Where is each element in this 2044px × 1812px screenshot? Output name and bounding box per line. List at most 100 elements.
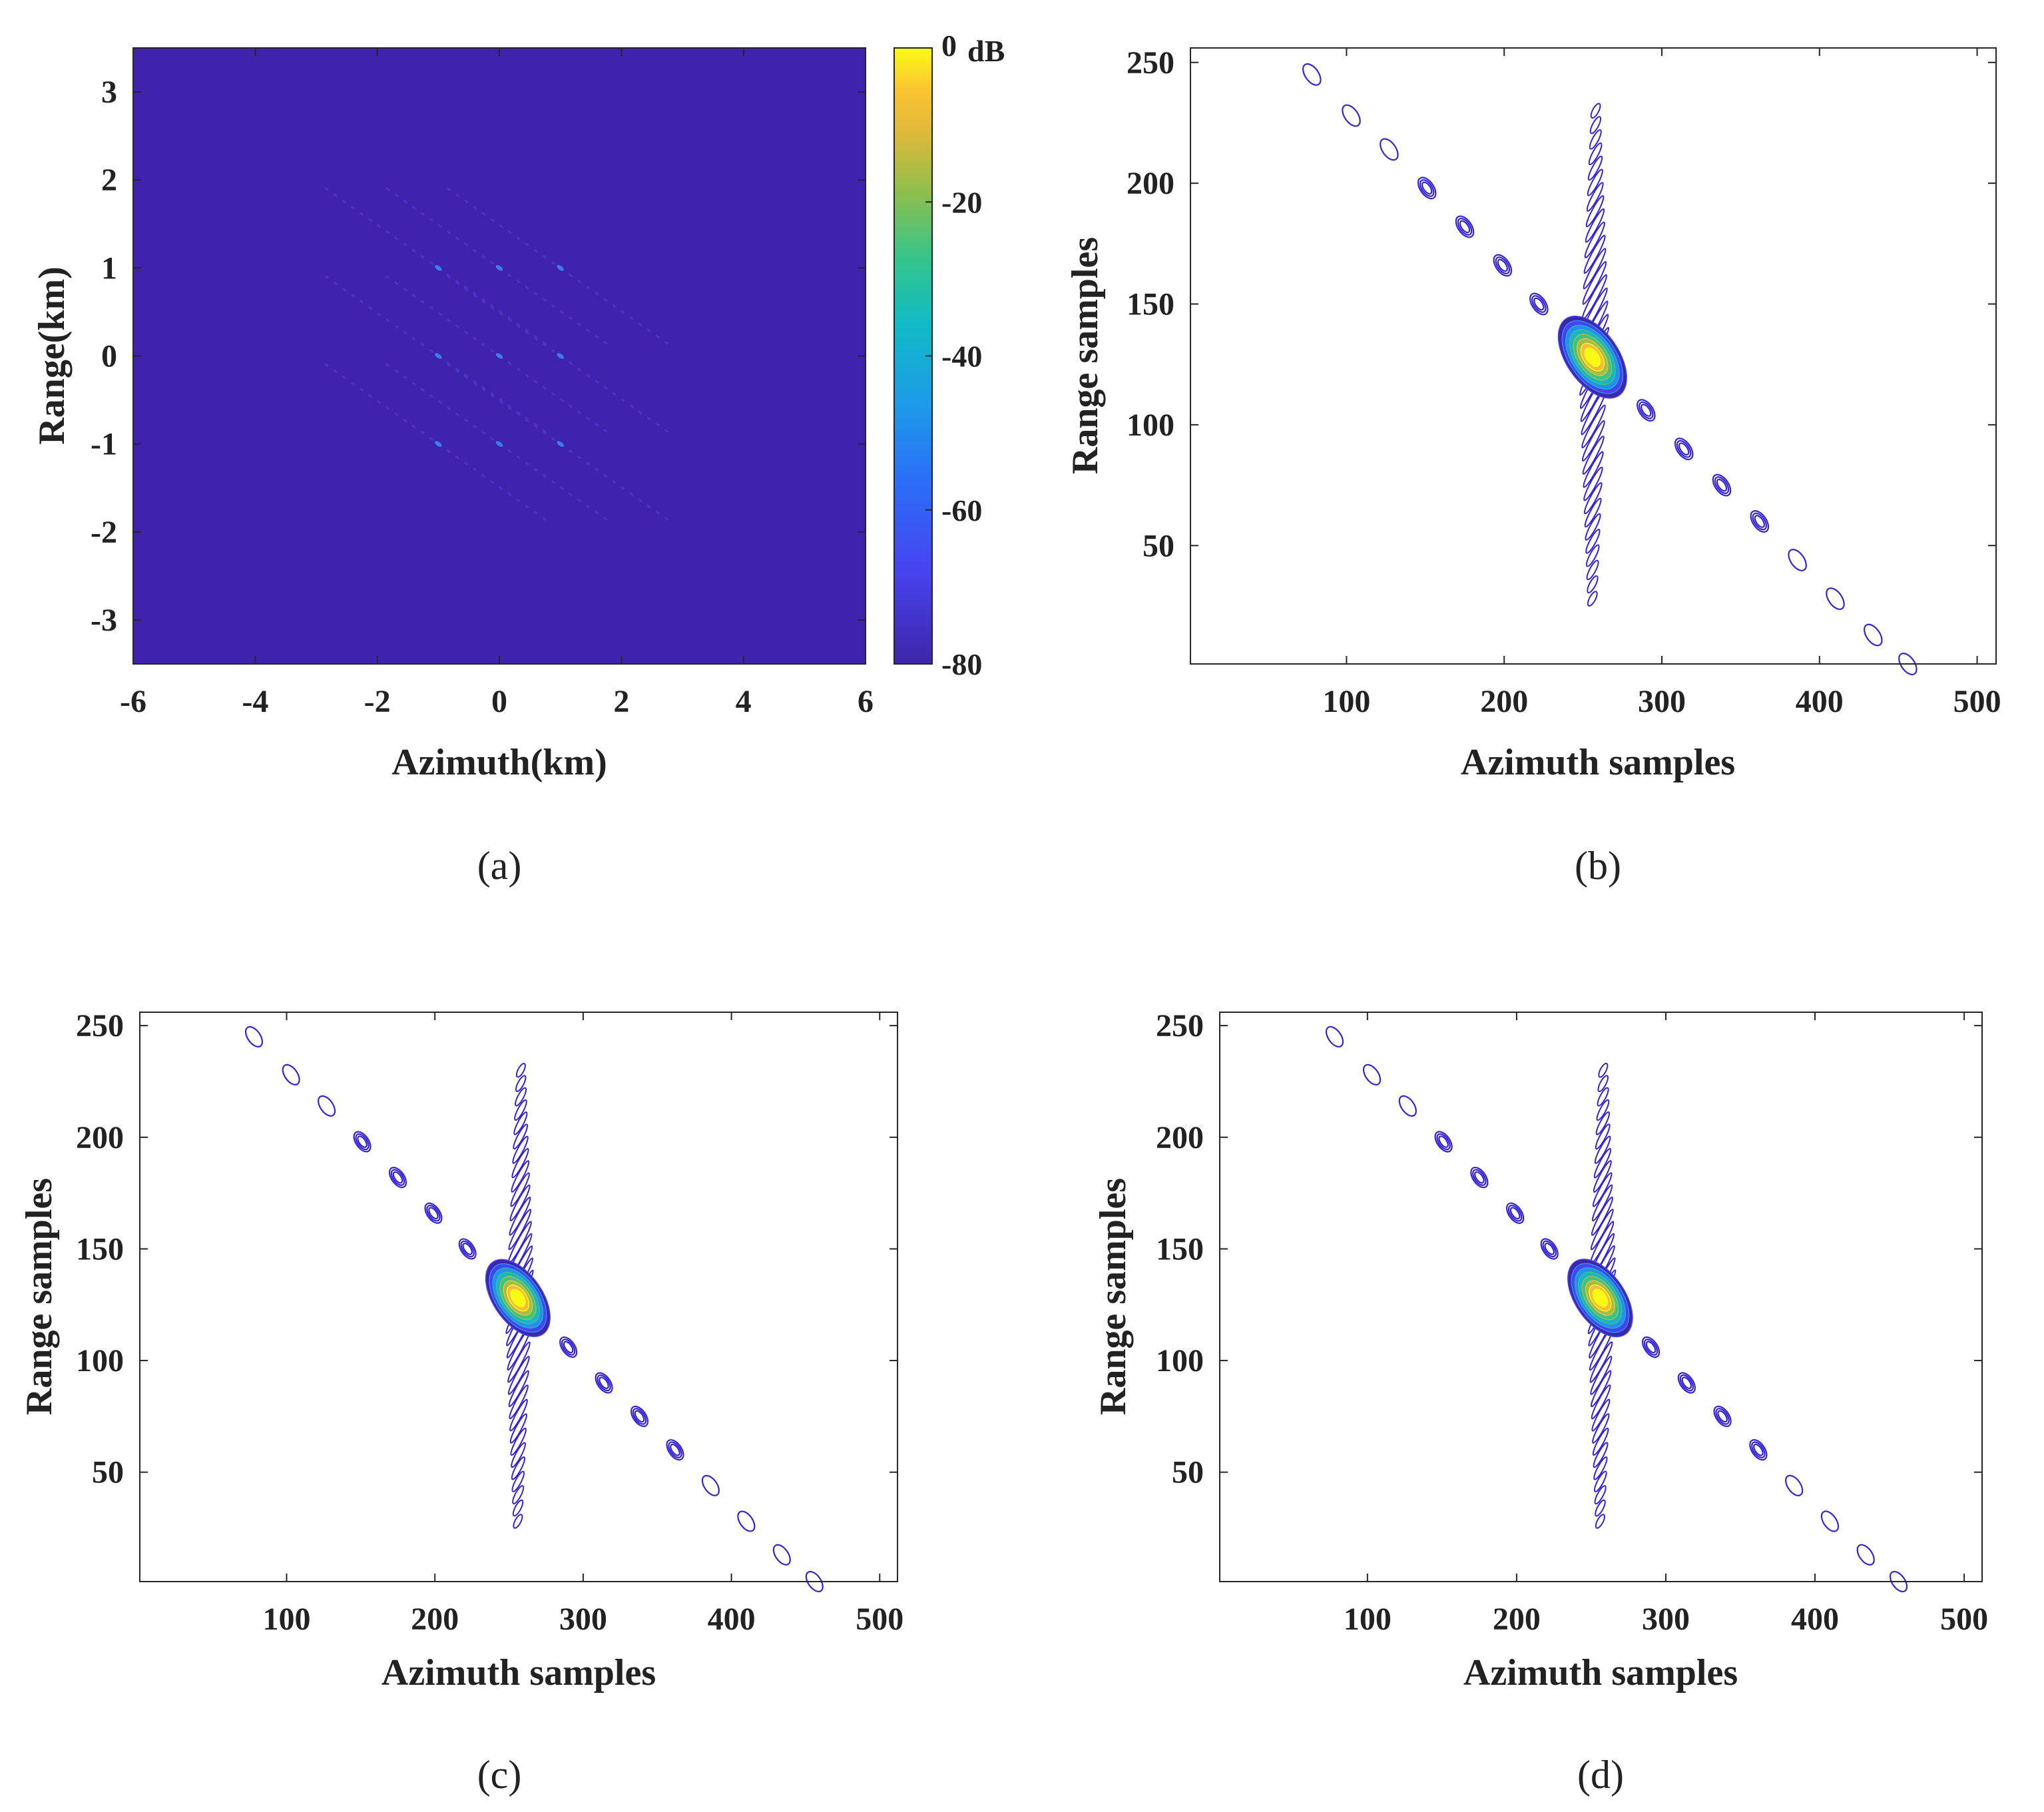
c-y-tick-label: 150 bbox=[76, 1231, 124, 1267]
colorbar-unit-label: dB bbox=[967, 34, 1005, 68]
diagonal-sidelobe-contour bbox=[1302, 63, 1322, 86]
panel-d: 100 200 300 400 500 250 200 150 100 50 Azimuth s… bbox=[1093, 1008, 1988, 1797]
diagonal-sidelobe-contour bbox=[1645, 1341, 1657, 1354]
range-sidelobe-contour bbox=[511, 1456, 526, 1480]
diagonal-sidelobe-contour bbox=[1362, 1063, 1382, 1086]
diagonal-sidelobe-contour bbox=[1785, 1474, 1804, 1496]
range-sidelobe-contour bbox=[509, 1413, 527, 1444]
a-x-tick-label: 6 bbox=[858, 684, 874, 719]
range-sidelobe-contour bbox=[513, 1111, 528, 1135]
d-y-tick-label: 50 bbox=[1172, 1455, 1204, 1490]
diagonal-sidelobe-contour bbox=[1533, 297, 1545, 311]
diagonal-sidelobe-contour bbox=[1677, 1372, 1696, 1394]
d-axes-frame bbox=[1219, 1012, 1983, 1582]
diagonal-sidelobe-contour bbox=[1506, 1202, 1525, 1224]
target-point bbox=[495, 353, 503, 359]
colorbar-tick-label: 0 bbox=[941, 29, 957, 63]
target-point bbox=[435, 441, 442, 447]
range-sidelobe-contour bbox=[1597, 1075, 1609, 1092]
b-contour-lines bbox=[1302, 63, 1917, 675]
b-x-tick-label: 200 bbox=[1480, 684, 1528, 719]
c-x-ticks: 100 200 300 400 500 bbox=[262, 1012, 903, 1637]
a-x-tick-label: 2 bbox=[613, 684, 629, 719]
a-y-ticks: 3 2 1 0 -1 -2 -3 bbox=[91, 75, 866, 638]
diagonal-sidelobe-contour bbox=[1459, 220, 1471, 234]
b-x-tick-label: 500 bbox=[1953, 684, 2001, 719]
target-point bbox=[557, 265, 564, 271]
range-sidelobe-contour bbox=[511, 1442, 526, 1468]
range-sidelobe-contour bbox=[509, 1184, 531, 1222]
target-point bbox=[495, 265, 503, 271]
diagonal-sidelobe-contour bbox=[1714, 476, 1730, 494]
c-x-tick-label: 500 bbox=[856, 1602, 903, 1637]
range-sidelobe-contour bbox=[513, 1123, 529, 1150]
range-sidelobe-contour bbox=[1590, 1370, 1612, 1408]
b-x-tick-label: 300 bbox=[1638, 684, 1686, 719]
diagonal-sidelobe-contour bbox=[1681, 1376, 1692, 1389]
diagonal-sidelobe-contour bbox=[355, 1133, 370, 1151]
a-x-tick-label: -2 bbox=[364, 684, 391, 719]
diagonal-sidelobe-contour bbox=[634, 1410, 645, 1423]
range-sidelobe-contour bbox=[1581, 420, 1605, 462]
diagonal-sidelobe-contour bbox=[460, 1240, 475, 1258]
a-y-tick-label: 0 bbox=[101, 339, 117, 374]
diagonal-sidelobe-contour bbox=[1380, 138, 1399, 161]
colorbar-tick-label: -60 bbox=[941, 493, 982, 527]
diagonal-sidelobe-contour bbox=[1864, 623, 1883, 647]
mainlobe-contour bbox=[510, 1289, 526, 1308]
range-sidelobe-contour bbox=[1584, 497, 1602, 528]
c-x-tick-label: 400 bbox=[708, 1602, 756, 1637]
range-sidelobe-contour bbox=[1587, 591, 1598, 607]
diagonal-sidelobe-contour bbox=[244, 1026, 264, 1048]
diagonal-sidelobe-contour bbox=[1820, 1510, 1840, 1532]
range-sidelobe-contour bbox=[1591, 1384, 1611, 1420]
range-sidelobe-contour bbox=[1591, 1398, 1611, 1432]
range-sidelobe-contour bbox=[514, 1099, 527, 1121]
d-y-axis-label: Range samples bbox=[1093, 1178, 1134, 1415]
range-sidelobe-contour bbox=[1585, 513, 1601, 541]
range-sidelobe-contour bbox=[1589, 116, 1602, 135]
diagonal-sidelobe-contour bbox=[1495, 256, 1511, 274]
c-y-tick-label: 200 bbox=[76, 1120, 124, 1155]
target-point bbox=[435, 265, 442, 271]
diagonal-sidelobe-contour bbox=[701, 1474, 720, 1496]
diagonal-sidelobe-contour bbox=[1472, 1169, 1487, 1186]
a-y-tick-label: 2 bbox=[101, 162, 117, 198]
d-panel-label: (d) bbox=[1577, 1753, 1624, 1797]
diagonal-sidelobe-contour bbox=[597, 1374, 611, 1392]
range-sidelobe-contour bbox=[508, 1370, 529, 1407]
range-sidelobe-contour bbox=[511, 1160, 530, 1193]
range-sidelobe-contour bbox=[512, 1499, 524, 1517]
range-sidelobe-contour bbox=[1594, 1135, 1611, 1164]
range-sidelobe-contour bbox=[510, 1172, 530, 1207]
diagonal-sidelobe-contour bbox=[632, 1408, 647, 1425]
diagonal-sidelobe-contour bbox=[1493, 254, 1513, 277]
diagonal-sidelobe-contour bbox=[1678, 442, 1690, 455]
range-sidelobe-contour bbox=[1582, 436, 1605, 475]
b-y-ticks: 250 200 150 100 50 bbox=[1127, 45, 1996, 563]
a-y-axis-label: Range(km) bbox=[31, 266, 73, 445]
diagonal-sidelobe-contour bbox=[630, 1405, 649, 1427]
range-sidelobe-contour bbox=[1583, 234, 1606, 274]
target-streaks bbox=[324, 187, 674, 525]
diagonal-sidelobe-contour bbox=[458, 1238, 477, 1260]
b-y-tick-label: 200 bbox=[1127, 166, 1174, 201]
diagonal-sidelobe-contour bbox=[392, 1171, 403, 1184]
d-contour-lines bbox=[1325, 1026, 1908, 1593]
range-sidelobe-contour bbox=[1593, 1456, 1608, 1480]
range-sidelobe-contour bbox=[1591, 1196, 1613, 1236]
diagonal-sidelobe-contour bbox=[1717, 1410, 1728, 1423]
range-sidelobe-contour bbox=[1592, 1172, 1613, 1207]
b-y-tick-label: 150 bbox=[1127, 287, 1174, 322]
diagonal-sidelobe-contour bbox=[1826, 587, 1845, 610]
d-y-tick-label: 100 bbox=[1156, 1343, 1204, 1378]
diagonal-sidelobe-contour bbox=[1470, 1166, 1489, 1189]
a-x-tick-label: -4 bbox=[242, 684, 268, 719]
diagonal-sidelobe-contour bbox=[462, 1243, 473, 1255]
range-sidelobe-contour bbox=[515, 1075, 527, 1092]
target-point bbox=[557, 353, 564, 359]
diagonal-sidelobe-contour bbox=[1457, 218, 1473, 236]
range-sidelobe-contour bbox=[1583, 248, 1607, 290]
